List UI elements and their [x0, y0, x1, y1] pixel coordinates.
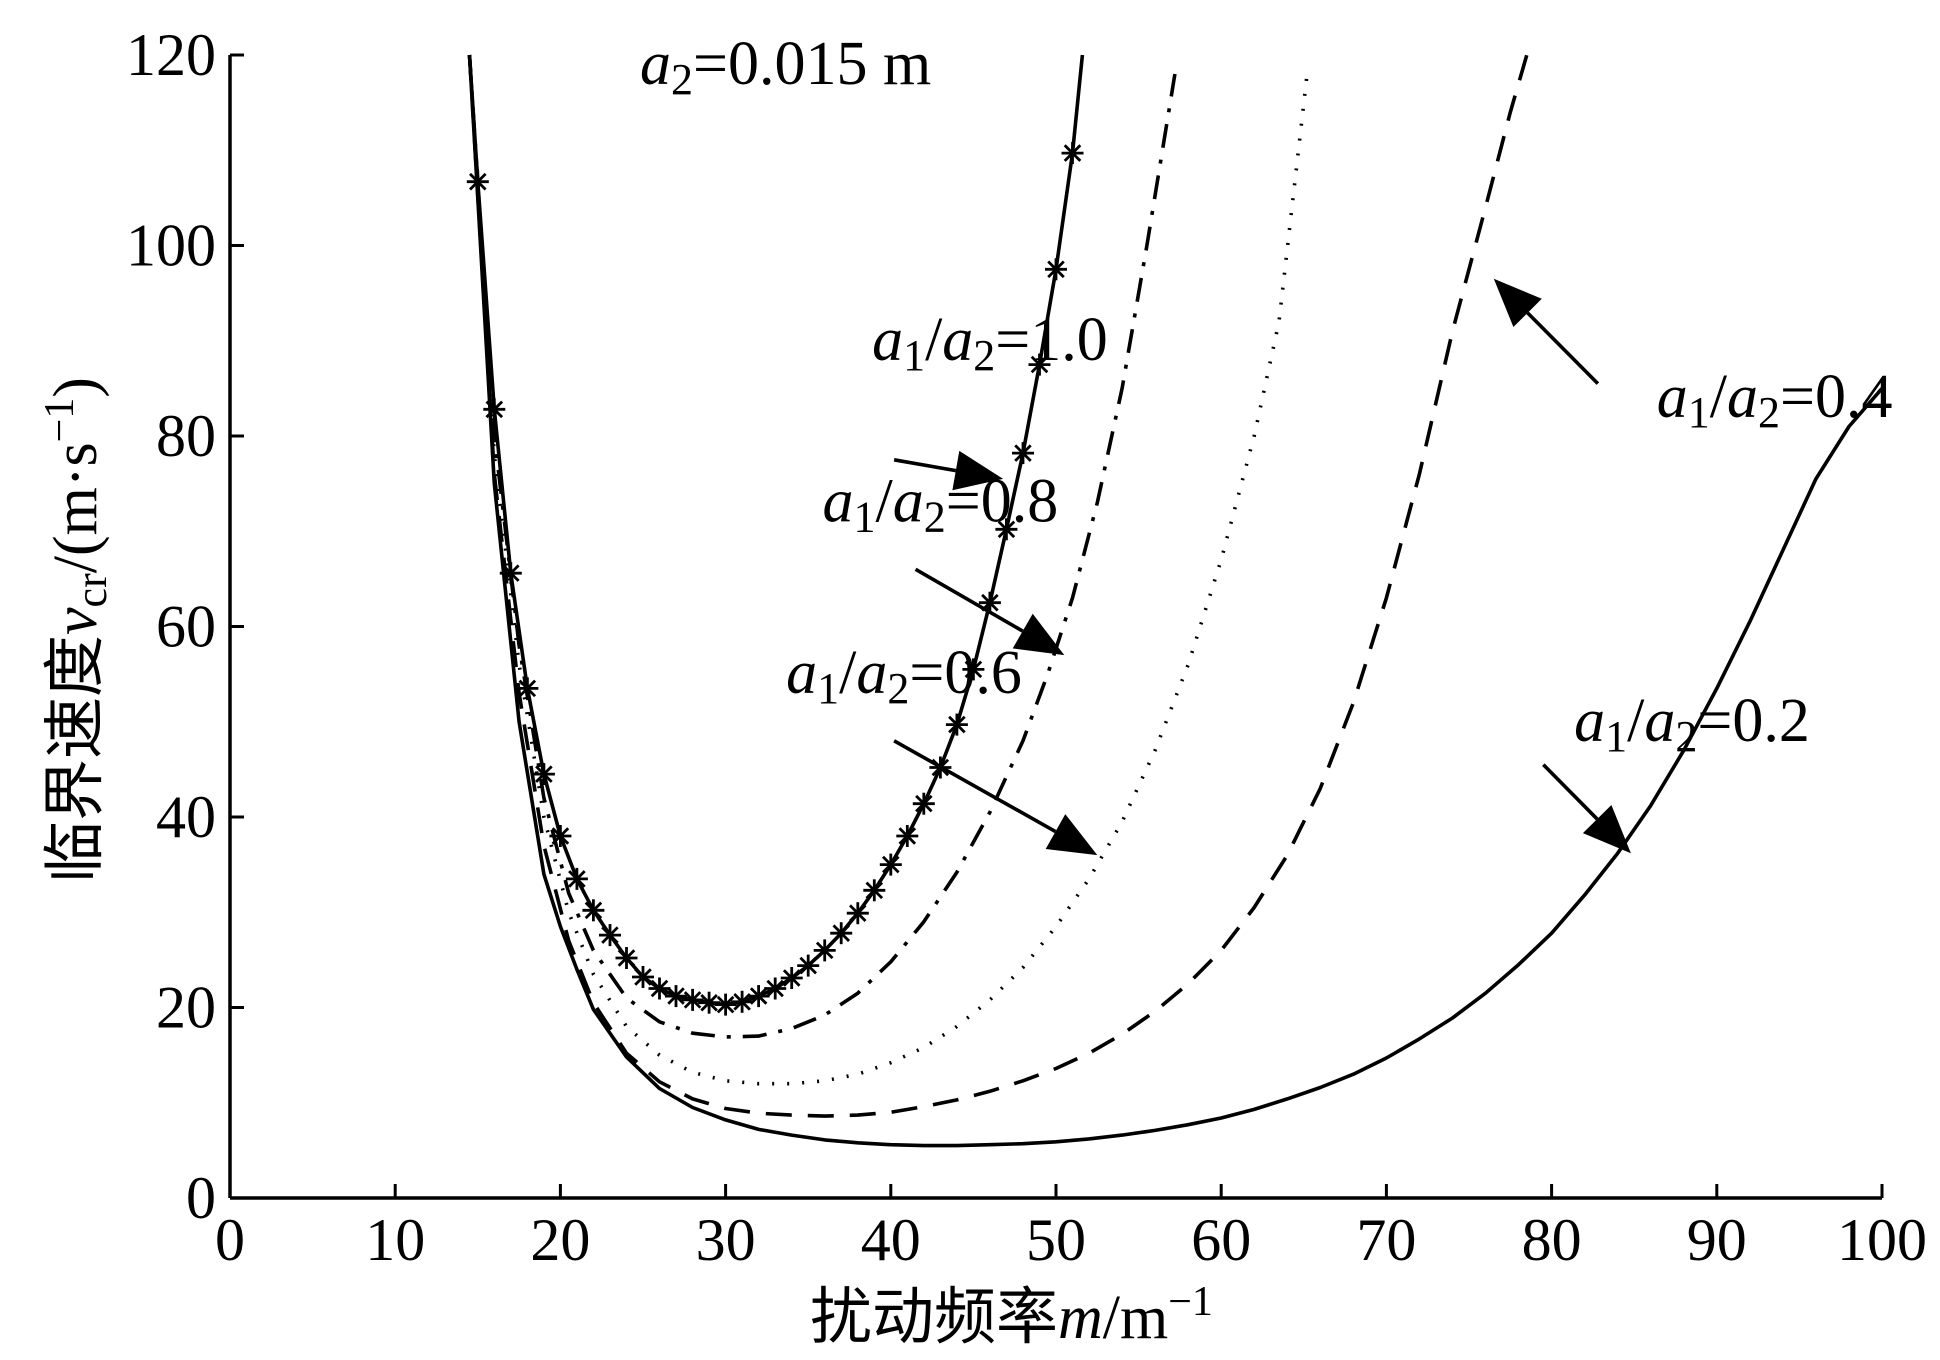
- annotation-group: a1/a2=1.0 a1/a2=0.8 a1/a2=0.6 a1/a2=0.4 a1/a…: [786, 278, 1893, 856]
- series-label-0: a1/a2=1.0: [872, 306, 1108, 380]
- star-marker: [499, 562, 522, 585]
- marker-group: [466, 142, 1084, 1016]
- y-ticks: 0 20 40 60 80 100 120: [126, 22, 244, 1231]
- star-marker: [665, 985, 687, 1008]
- x-ticks: 0 10 20 30 40 50 60 70 80 90 100: [215, 1184, 1927, 1273]
- y-tick-label: 60: [156, 594, 216, 660]
- star-marker: [846, 902, 869, 925]
- star-marker: [582, 899, 605, 922]
- x-tick-label: 40: [861, 1207, 921, 1273]
- header-annotation: a2=0.015 m: [640, 30, 931, 104]
- star-marker: [747, 985, 770, 1008]
- star-marker: [599, 924, 621, 947]
- x-tick-label: 100: [1837, 1207, 1927, 1273]
- series-line-3: [467, 54, 1529, 1118]
- star-marker: [731, 990, 754, 1013]
- arrow-shaft-1: [914, 567, 1024, 633]
- star-marker: [879, 853, 902, 876]
- x-tick-label: 90: [1687, 1207, 1747, 1273]
- x-tick-label: 70: [1356, 1207, 1416, 1273]
- star-marker: [681, 988, 704, 1011]
- y-tick-label: 40: [156, 784, 216, 850]
- star-marker: [549, 825, 572, 847]
- x-axis-title: 扰动频率m/m−1: [810, 1279, 1213, 1352]
- star-marker: [945, 713, 968, 736]
- arrow-head-1: [1012, 613, 1065, 656]
- series-label-4: a1/a2=0.2: [1574, 687, 1810, 761]
- star-marker: [797, 954, 820, 977]
- x-tick-label: 10: [365, 1207, 425, 1273]
- arrow-shaft-2: [893, 739, 1057, 834]
- arrow-head-2: [1045, 814, 1098, 856]
- star-marker: [1028, 353, 1051, 376]
- arrow-head-3: [1493, 278, 1542, 327]
- arrow-shaft-3: [1526, 311, 1600, 385]
- star-marker: [483, 398, 506, 421]
- arrow-shaft-4: [1542, 763, 1599, 821]
- y-tick-label: 80: [156, 403, 216, 469]
- star-marker: [565, 867, 588, 890]
- x-tick-label: 80: [1522, 1207, 1582, 1273]
- x-tick-label: 60: [1191, 1207, 1251, 1273]
- x-tick-label: 20: [530, 1207, 590, 1273]
- star-marker: [516, 677, 539, 700]
- star-marker: [1012, 442, 1034, 465]
- star-marker: [648, 977, 671, 1000]
- y-axis-title: 临界速度vcr/(m·s−1): [37, 377, 116, 883]
- series-line-1: [467, 54, 1177, 1039]
- star-marker: [912, 792, 935, 815]
- star-marker: [1061, 142, 1084, 165]
- y-tick-label: 20: [156, 975, 216, 1041]
- star-marker: [714, 993, 737, 1016]
- arrow-shaft-0: [893, 458, 957, 473]
- star-marker: [863, 879, 886, 902]
- star-marker: [813, 939, 836, 962]
- star-marker: [830, 922, 853, 945]
- y-tick-label: 0: [186, 1165, 216, 1231]
- series-label-2: a1/a2=0.6: [786, 639, 1022, 713]
- star-marker: [1045, 258, 1067, 281]
- series-group: [467, 54, 1884, 1148]
- star-marker: [698, 991, 721, 1014]
- star-marker: [532, 763, 555, 786]
- star-marker: [466, 170, 489, 193]
- arrow-head-0: [952, 450, 1004, 491]
- star-marker: [764, 977, 787, 1000]
- x-tick-label: 30: [696, 1207, 756, 1273]
- series-line-4: [467, 54, 1884, 1148]
- x-tick-label: 0: [215, 1207, 245, 1273]
- series-label-3: a1/a2=0.4: [1657, 363, 1893, 437]
- series-label-1: a1/a2=0.8: [823, 468, 1059, 542]
- star-marker: [615, 947, 638, 969]
- star-marker: [780, 967, 803, 989]
- y-tick-label: 100: [126, 213, 216, 279]
- star-marker: [632, 966, 654, 988]
- star-marker: [896, 825, 919, 847]
- star-marker: [962, 658, 985, 681]
- x-tick-label: 50: [1026, 1207, 1086, 1273]
- arrow-head-4: [1582, 805, 1631, 854]
- series-line-2: [467, 54, 1309, 1086]
- y-tick-label: 120: [126, 22, 216, 88]
- star-marker: [995, 518, 1018, 541]
